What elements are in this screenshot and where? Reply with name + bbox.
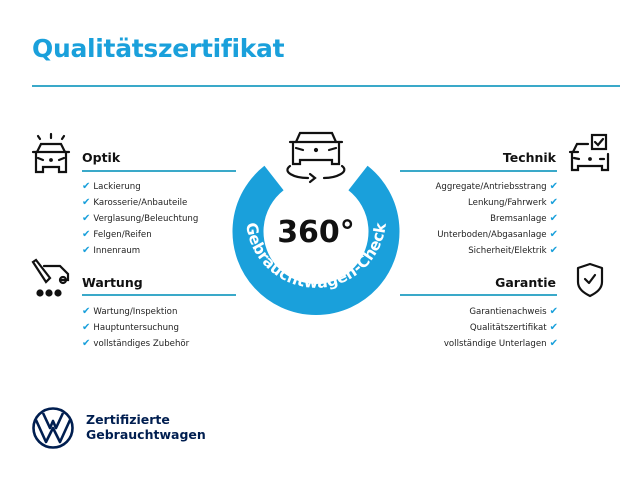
title-divider [32, 85, 620, 87]
list-item: Lenkung/Fahrwerk ✔ [468, 197, 558, 208]
vw-logo [32, 407, 74, 449]
ring-arc [232, 165, 400, 315]
list-item: ✔ Lackierung [82, 181, 141, 192]
check-icon: ✔ [82, 197, 91, 208]
technik-divider [400, 170, 557, 172]
list-item: Aggregate/Antriebsstrang ✔ [435, 181, 558, 192]
check-icon: ✔ [549, 245, 558, 256]
shield-check-icon [576, 262, 604, 298]
check-icon: ✔ [549, 306, 558, 317]
list-item: ✔ Karosserie/Anbauteile [82, 197, 188, 208]
check-icon: ✔ [82, 229, 91, 240]
list-item: Sicherheit/Elektrik ✔ [468, 245, 558, 256]
technik-title: Technik [502, 150, 556, 165]
list-item: ✔ vollständiges Zubehör [82, 338, 190, 349]
list-item: ✔ Wartung/Inspektion [82, 306, 178, 317]
check-icon: ✔ [549, 229, 558, 240]
garantie-list: Garantienachweis ✔ Qualitätszertifikat ✔ v… [444, 304, 558, 352]
check-icon: ✔ [549, 181, 558, 192]
list-item: vollständige Unterlagen ✔ [443, 338, 558, 349]
wartung-divider [82, 294, 236, 296]
list-item: Unterboden/Abgasanlage ✔ [437, 229, 558, 240]
check-icon: ✔ [82, 213, 91, 224]
list-item: Bremsanlage ✔ [490, 213, 558, 224]
service-tools-icon [31, 258, 70, 297]
check-icon: ✔ [82, 306, 91, 317]
car-rotate-icon [286, 131, 346, 184]
center-360-text: 360° [277, 215, 355, 250]
ring-graphic: Gebrauchtwagen-Check 360° [232, 131, 400, 315]
brand-line-2: Gebrauchtwagen [86, 427, 206, 442]
car-checkbox-icon [568, 133, 610, 172]
brand-text: Zertifizierte Gebrauchtwagen [86, 412, 206, 442]
check-icon: ✔ [549, 338, 558, 349]
check-icon: ✔ [82, 245, 91, 256]
list-item: Qualitätszertifikat ✔ [469, 322, 558, 333]
list-item: ✔ Felgen/Reifen [82, 229, 152, 240]
check-icon: ✔ [82, 322, 91, 333]
brand-line-1: Zertifizierte [86, 412, 170, 427]
car-lights-icon [31, 132, 71, 174]
check-icon: ✔ [549, 322, 558, 333]
technik-list: Aggregate/Antriebsstrang ✔ Lenkung/Fahrwe… [436, 179, 558, 259]
check-icon: ✔ [549, 197, 558, 208]
list-item: ✔ Innenraum [82, 245, 141, 256]
list-item: ✔ Hauptuntersuchung [82, 322, 179, 333]
page-title: Qualitätszertifikat [32, 34, 285, 63]
optik-list: ✔ Lackierung ✔ Karosserie/Anbauteile ✔ Verg… [82, 179, 198, 259]
wartung-title: Wartung [82, 275, 143, 290]
check-icon: ✔ [82, 338, 91, 349]
garantie-divider [400, 294, 557, 296]
list-item: Garantienachweis ✔ [469, 306, 558, 317]
check-icon: ✔ [82, 181, 91, 192]
list-item: ✔ Verglasung/Beleuchtung [82, 213, 199, 224]
optik-title: Optik [82, 150, 121, 165]
wartung-list: ✔ Wartung/Inspektion ✔ Hauptuntersuchung ✔… [82, 304, 189, 352]
garantie-title: Garantie [495, 275, 556, 290]
check-icon: ✔ [549, 213, 558, 224]
optik-divider [82, 170, 236, 172]
